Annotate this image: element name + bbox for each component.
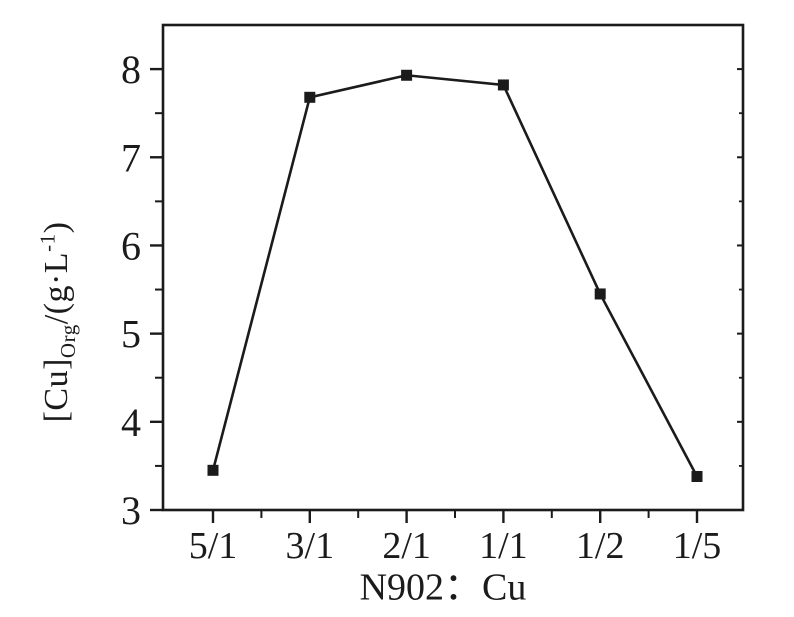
y-tick-label: 8 [121, 47, 141, 92]
x-tick-label: 3/1 [286, 525, 335, 567]
data-point-marker [594, 288, 606, 300]
x-axis-title: N902：Cu [359, 566, 527, 609]
y-axis-title: [Cu]Org/(g·L-1) [35, 221, 80, 423]
y-tick-label: 7 [121, 135, 141, 180]
y-tick-label: 4 [121, 400, 141, 445]
data-point-marker [691, 470, 703, 482]
y-axis-title-superscript: -1 [35, 233, 60, 252]
y-tick-label: 6 [121, 223, 141, 268]
y-tick-label: 3 [121, 488, 141, 533]
y-axis-title-bracket: [Cu] [38, 358, 75, 423]
data-point-marker [304, 91, 316, 103]
data-point-marker [497, 79, 509, 91]
data-point-marker [207, 464, 219, 476]
x-tick-label: 1/1 [479, 525, 528, 567]
x-tick-label: 1/2 [576, 525, 625, 567]
x-tick-label: 5/1 [189, 525, 238, 567]
x-tick-label: 2/1 [382, 525, 431, 567]
y-axis-title-subscript: Org [55, 324, 80, 359]
plot-border [161, 23, 745, 512]
x-tick-label: 1/5 [673, 525, 722, 567]
y-axis-title-unit-pre: /(g·L [38, 251, 75, 325]
y-axis-title-unit-post: ) [38, 221, 75, 234]
y-tick-label: 5 [121, 312, 141, 357]
data-point-marker [401, 69, 413, 81]
series-line [211, 73, 699, 478]
